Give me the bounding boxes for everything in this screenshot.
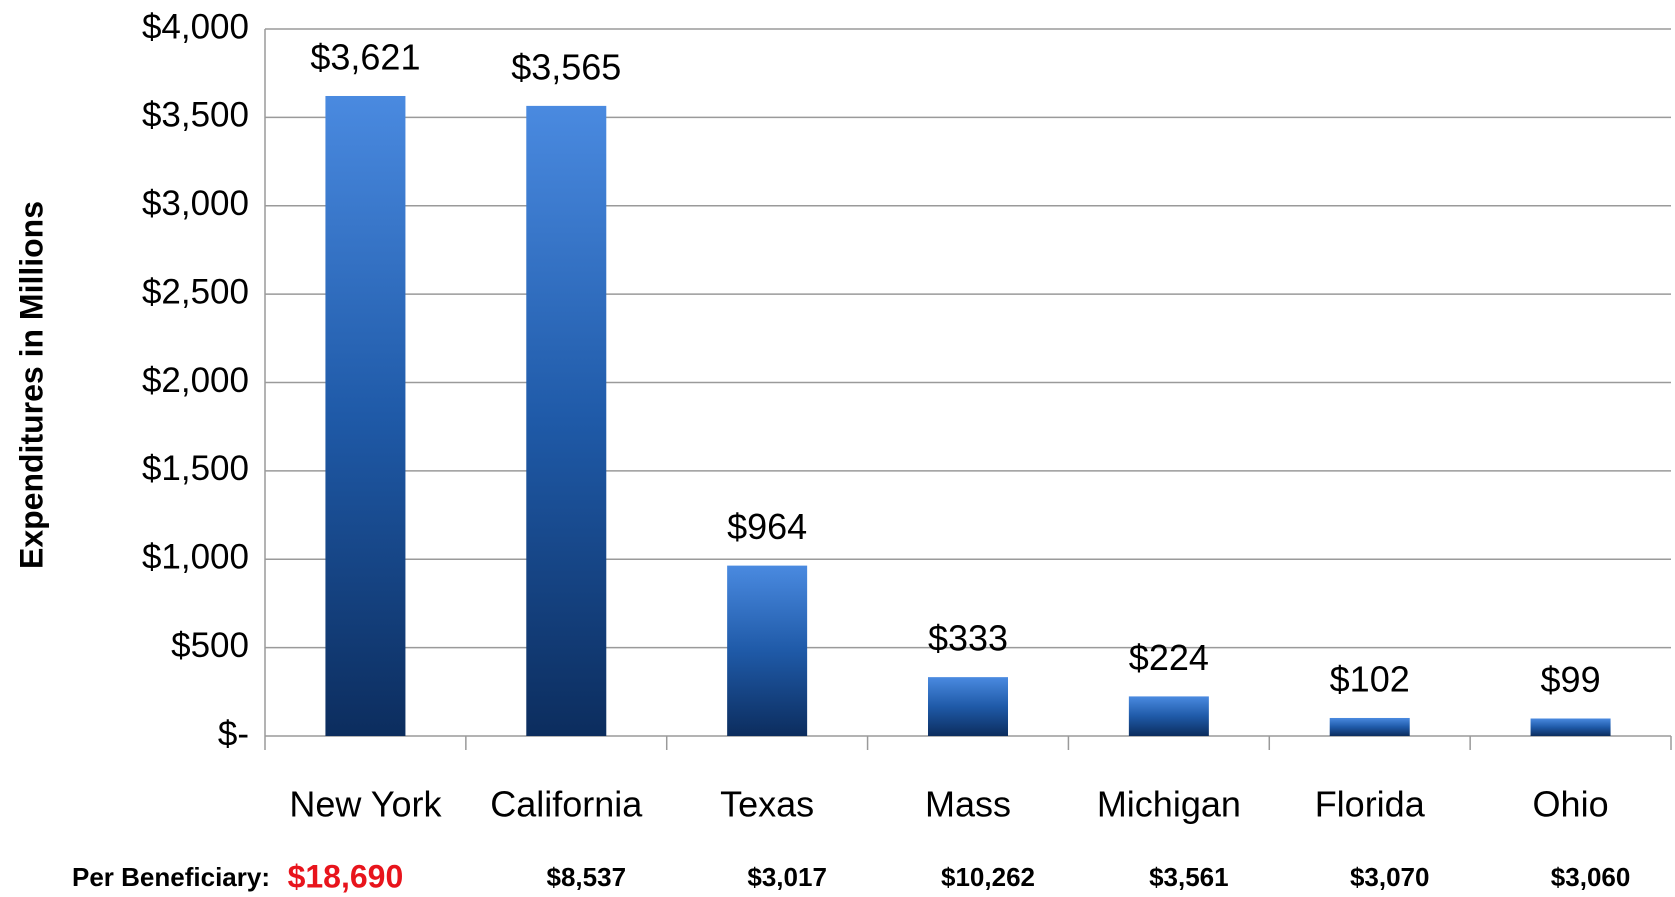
value-label: $3,565 <box>511 46 621 87</box>
bar <box>727 565 808 736</box>
y-axis-title: Expenditures in Millions <box>13 201 49 569</box>
per-beneficiary-label: Per Beneficiary: <box>72 862 270 892</box>
y-tick-label: $2,000 <box>142 361 249 400</box>
bar <box>928 677 1008 736</box>
x-tick-label: Florida <box>1315 784 1426 825</box>
bar <box>1128 696 1209 736</box>
bar <box>526 105 607 737</box>
y-tick-label: $1,500 <box>142 449 249 488</box>
bar <box>325 95 406 736</box>
per-beneficiary-value: $3,070 <box>1350 862 1430 892</box>
x-tick-label: Texas <box>720 784 814 825</box>
y-tick-label: $3,500 <box>142 96 249 135</box>
bar <box>1530 718 1611 736</box>
y-tick-label: $3,000 <box>142 184 249 223</box>
value-label: $333 <box>928 618 1008 659</box>
per-beneficiary-value: $8,537 <box>547 862 627 892</box>
x-tick-label: Mass <box>925 784 1011 825</box>
value-label: $964 <box>727 506 807 547</box>
bar <box>1329 717 1410 736</box>
value-label: $102 <box>1330 658 1410 699</box>
x-tick-label: Michigan <box>1097 784 1241 825</box>
y-tick-label: $1,000 <box>142 538 249 577</box>
per-beneficiary-value: $10,262 <box>941 862 1035 892</box>
y-tick-label: $4,000 <box>142 7 249 46</box>
value-label: $3,621 <box>310 37 420 78</box>
per-beneficiary-value: $3,561 <box>1149 862 1229 892</box>
per-beneficiary-value: $18,690 <box>288 858 404 894</box>
value-label: $224 <box>1129 637 1209 678</box>
y-tick-label: $2,500 <box>142 272 249 311</box>
y-tick-label: $500 <box>171 626 249 665</box>
y-tick-label: $- <box>218 714 249 753</box>
x-tick-label: California <box>490 784 643 825</box>
x-tick-label: New York <box>289 784 442 825</box>
value-label: $99 <box>1541 659 1601 700</box>
x-tick-label: Ohio <box>1533 784 1609 825</box>
per-beneficiary-value: $3,060 <box>1551 862 1631 892</box>
per-beneficiary-value: $3,017 <box>747 862 827 892</box>
